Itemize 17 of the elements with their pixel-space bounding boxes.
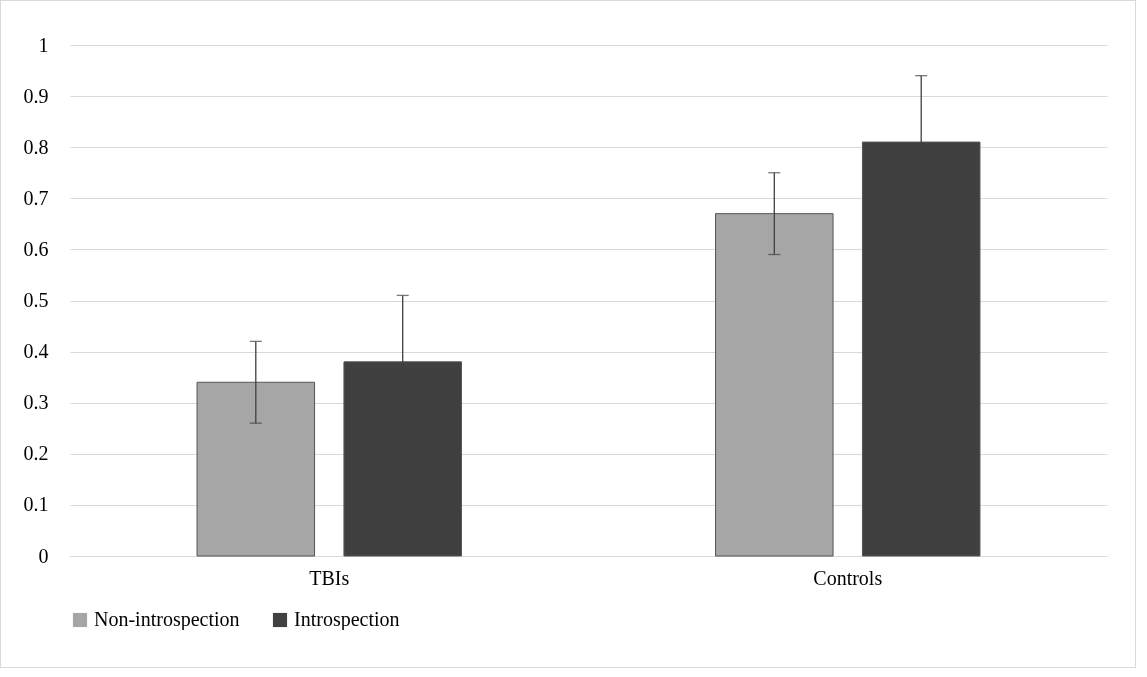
y-tick-label: 0.7: [23, 186, 49, 209]
y-tick-label: 0.6: [23, 237, 49, 260]
legend-label: Non-introspection: [94, 608, 240, 631]
y-tick-label: 0.9: [23, 84, 49, 107]
y-tick-label: 0.4: [23, 340, 49, 363]
y-tick-label: 0.8: [23, 135, 49, 158]
y-tick-label: 0.5: [23, 289, 49, 311]
y-tick-label: 0.2: [23, 442, 49, 465]
x-tick-label: Controls: [813, 566, 883, 589]
bar: [715, 213, 834, 557]
bar: [196, 381, 316, 557]
y-tick-label: 1: [38, 33, 49, 56]
y-tick-label: 0.3: [23, 391, 49, 414]
y-tick-label: 0.1: [23, 493, 49, 516]
x-tick-label: TBIs: [309, 566, 350, 589]
y-tick-label: 0: [38, 544, 49, 567]
legend-label: Introspection: [294, 608, 400, 631]
